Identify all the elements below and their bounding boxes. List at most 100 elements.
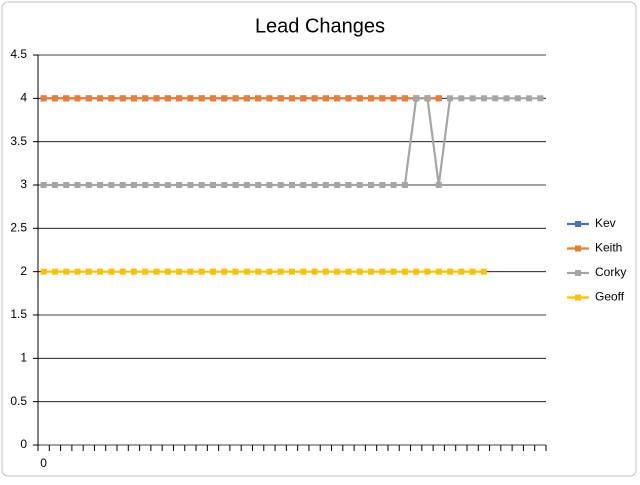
point-marker (74, 182, 81, 188)
point-marker (514, 95, 521, 102)
legend-label: Kev (595, 216, 616, 230)
point-marker (266, 268, 273, 275)
point-marker (63, 182, 70, 188)
point-marker (356, 182, 363, 188)
point-marker (322, 182, 329, 188)
y-tick-label: 1 (20, 351, 27, 365)
point-marker (130, 95, 137, 102)
point-marker (277, 95, 284, 102)
point-marker (119, 182, 126, 188)
point-marker (209, 95, 216, 102)
legend-label: Geoff (595, 290, 625, 304)
point-marker (368, 268, 375, 275)
point-marker (108, 95, 115, 102)
point-marker (266, 95, 273, 102)
y-tick-label: 4 (20, 91, 27, 105)
point-marker (232, 182, 239, 188)
point-marker (311, 95, 318, 102)
point-marker (198, 268, 205, 275)
point-marker (153, 182, 160, 188)
point-marker (221, 268, 228, 275)
point-marker (300, 95, 307, 102)
point-marker (277, 268, 284, 275)
point-marker (266, 182, 273, 188)
point-marker (480, 268, 487, 275)
point-marker (176, 268, 183, 275)
point-marker (435, 182, 442, 188)
point-marker (142, 95, 149, 102)
point-marker (74, 268, 81, 275)
point-marker (322, 268, 329, 275)
point-marker (390, 182, 397, 188)
point-marker (255, 95, 262, 102)
y-tick-label: 0 (20, 437, 27, 451)
point-marker (289, 95, 295, 102)
point-marker (176, 95, 183, 102)
point-marker (345, 268, 352, 275)
point-marker (255, 182, 262, 188)
point-marker (255, 268, 262, 275)
point-marker (40, 182, 47, 188)
point-marker (435, 268, 442, 275)
point-marker (322, 95, 329, 102)
y-tick-label: 1.5 (10, 307, 27, 321)
point-marker (51, 95, 58, 102)
point-marker (435, 95, 442, 102)
point-marker (187, 182, 194, 188)
point-marker (187, 95, 194, 102)
point-marker (108, 182, 115, 188)
point-marker (164, 95, 171, 102)
point-marker (390, 268, 397, 275)
point-marker (300, 182, 307, 188)
point-marker (277, 182, 284, 188)
point-marker (85, 182, 92, 188)
point-marker (334, 95, 341, 102)
chart-border (1, 1, 637, 477)
y-tick-label: 3.5 (10, 134, 27, 148)
point-marker (130, 268, 137, 275)
point-marker (469, 95, 476, 102)
point-marker (503, 95, 510, 102)
legend-label: Keith (595, 241, 622, 255)
legend-marker (575, 294, 581, 301)
y-tick-label: 2 (20, 264, 27, 278)
point-marker (334, 268, 341, 275)
point-marker (232, 268, 239, 275)
point-marker (289, 268, 295, 275)
point-marker (198, 95, 205, 102)
legend-marker (575, 245, 581, 252)
point-marker (142, 182, 149, 188)
point-marker (187, 268, 194, 275)
point-marker (97, 95, 104, 102)
point-marker (97, 182, 104, 188)
point-marker (537, 95, 544, 102)
point-marker (85, 268, 92, 275)
point-marker (526, 95, 533, 102)
point-marker (97, 268, 104, 275)
point-marker (221, 95, 228, 102)
point-marker (356, 268, 363, 275)
point-marker (130, 182, 137, 188)
point-marker (85, 95, 92, 102)
point-marker (209, 268, 216, 275)
point-marker (311, 182, 318, 188)
point-marker (142, 268, 149, 275)
point-marker (153, 268, 160, 275)
legend-marker (575, 270, 581, 276)
point-marker (164, 182, 171, 188)
point-marker (311, 268, 318, 275)
point-marker (413, 268, 420, 275)
point-marker (458, 95, 465, 102)
point-marker (480, 95, 487, 102)
point-marker (300, 268, 307, 275)
point-marker (368, 95, 375, 102)
legend-marker (575, 221, 581, 227)
x-tick-label: 0 (40, 456, 47, 470)
point-marker (63, 268, 70, 275)
point-marker (368, 182, 375, 188)
point-marker (232, 95, 239, 102)
point-marker (413, 95, 420, 102)
point-marker (119, 95, 126, 102)
point-marker (164, 268, 171, 275)
